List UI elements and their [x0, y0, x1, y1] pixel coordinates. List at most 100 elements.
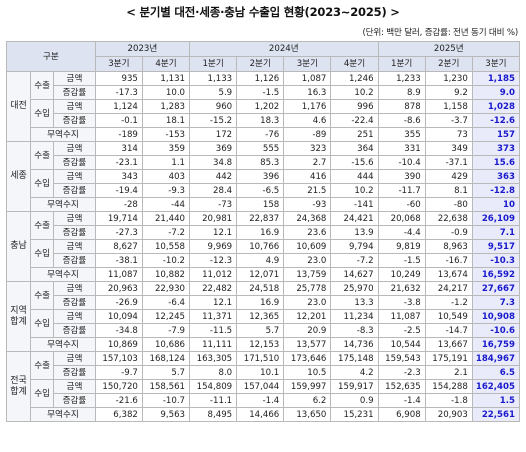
table-cell: -26.9 — [94, 295, 143, 310]
table-cell: 5.7 — [141, 365, 191, 380]
table-cell: -1.5 — [236, 85, 285, 100]
table-cell: -6.5 — [236, 183, 285, 198]
table-cell: -1.8 — [424, 393, 473, 408]
table-cell: 13,667 — [424, 337, 473, 352]
table-cell: -16.7 — [424, 253, 473, 268]
table-cell: 13,674 — [424, 267, 473, 282]
table-cell: 416 — [283, 169, 332, 184]
table-cell: -12.3 — [189, 253, 238, 268]
table-cell: 157 — [471, 127, 521, 142]
table-cell: 171,510 — [236, 351, 285, 366]
table-cell: -14.7 — [424, 323, 473, 338]
balance-label: 무역수지 — [30, 127, 96, 142]
table-cell: 4.6 — [283, 113, 332, 128]
table-cell: 7.1 — [471, 225, 521, 240]
table-cell: 1,283 — [141, 99, 191, 114]
table-cell: -12.6 — [471, 113, 521, 128]
table-row: 무역수지 6,382 9,563 8,495 14,466 13,650 15,231 6,9… — [7, 407, 521, 422]
trade-table: 구분 2023년 2024년 2025년 3분기 4분기 1분기 2분기 3분기 4분기 1… — [5, 41, 521, 422]
table-cell: -21.6 — [94, 393, 143, 408]
table-cell: 9,563 — [141, 407, 191, 422]
table-cell: -89 — [283, 127, 332, 142]
table-cell: 555 — [236, 141, 285, 156]
quarter-header: 2분기 — [424, 56, 473, 72]
table-cell: -7.9 — [141, 323, 191, 338]
table-cell: 1.5 — [471, 393, 521, 408]
table-row: 증감률 -21.6 -10.7 -11.1 -1.4 6.2 0.9 -1.4 -1.8 1.5 — [7, 393, 521, 408]
table-cell: 14,627 — [330, 267, 379, 282]
table-row: 증감률 -26.9 -6.4 12.1 16.9 23.0 13.3 -3.8 -1.2 7.3 — [7, 295, 521, 310]
table-cell: -0.1 — [94, 113, 143, 128]
table-cell: -153 — [141, 127, 191, 142]
table-cell: -10.6 — [471, 323, 521, 338]
table-cell: 163,305 — [189, 351, 238, 366]
table-cell: -60 — [377, 197, 426, 212]
table-row: 대전 수출 금액 935 1,131 1,133 1,126 1,087 1,246 1,233 1… — [5, 71, 521, 142]
table-cell: -141 — [330, 197, 379, 212]
amount-label: 금액 — [53, 379, 96, 394]
table-cell: 10,544 — [377, 337, 426, 352]
table-cell: 8.0 — [189, 365, 238, 380]
table-cell: -22.4 — [330, 113, 379, 128]
table-cell: -11.7 — [377, 183, 426, 198]
table-cell: 20,981 — [189, 211, 238, 226]
table-cell: 10,766 — [236, 239, 285, 254]
table-cell: -7.2 — [141, 225, 191, 240]
table-cell: 25,970 — [330, 281, 379, 296]
quarter-header: 4분기 — [330, 56, 379, 72]
table-cell: 960 — [189, 99, 238, 114]
table-cell: -19.4 — [94, 183, 143, 198]
change-label: 증감률 — [53, 85, 96, 100]
table-cell: -73 — [189, 197, 238, 212]
table-cell: 21,440 — [141, 211, 191, 226]
table-cell: 12,071 — [236, 267, 285, 282]
table-cell: 4.2 — [330, 365, 379, 380]
table-cell: 1,028 — [471, 99, 521, 114]
table-cell: 12,365 — [236, 309, 285, 324]
table-cell: 34.8 — [189, 155, 238, 170]
table-cell: 9,969 — [189, 239, 238, 254]
table-cell: -3.8 — [377, 295, 426, 310]
import-group-label: 수입 — [30, 239, 55, 268]
table-cell: 442 — [189, 169, 238, 184]
table-cell: 396 — [236, 169, 285, 184]
quarter-header: 2분기 — [236, 56, 285, 72]
region-label: 지역 합계 — [5, 281, 32, 352]
balance-label: 무역수지 — [30, 267, 96, 282]
table-row: 수입 금액 150,720 158,561 154,809 157,044 159,997 1… — [7, 379, 521, 408]
page-title: < 분기별 대전·세종·충남 수출입 현황(2023~2025) > — [126, 5, 400, 19]
quarter-header: 1분기 — [377, 56, 426, 72]
table-cell: 323 — [283, 141, 332, 156]
table-cell: -28 — [94, 197, 143, 212]
table-cell: 19,714 — [94, 211, 143, 226]
table-cell: 24,518 — [236, 281, 285, 296]
table-cell: 175,148 — [330, 351, 379, 366]
table-cell: 10,094 — [94, 309, 143, 324]
table-cell: 1.1 — [141, 155, 191, 170]
table-cell: -8.3 — [330, 323, 379, 338]
header-row-years: 구분 2023년 2024년 2025년 — [6, 41, 521, 72]
table-cell: 154,288 — [424, 379, 473, 394]
table-cell: 13,577 — [283, 337, 332, 352]
table-cell: 7.3 — [471, 295, 521, 310]
table-cell: 13,759 — [283, 267, 332, 282]
table-cell: 85.3 — [236, 155, 285, 170]
table-row: 증감률 -27.3 -7.2 12.1 16.9 23.6 13.9 -4.4 -0.9 7.1 — [7, 225, 521, 240]
table-cell: 1,185 — [471, 71, 521, 86]
table-cell: 8,627 — [94, 239, 143, 254]
table-cell: 10.0 — [141, 85, 191, 100]
amount-label: 금액 — [53, 351, 96, 366]
table-cell: -1.4 — [377, 393, 426, 408]
change-label: 증감률 — [53, 183, 96, 198]
table-cell: -4.4 — [377, 225, 426, 240]
table-cell: 22,837 — [236, 211, 285, 226]
table-cell: 403 — [141, 169, 191, 184]
table-cell: 150,720 — [94, 379, 143, 394]
table-row: 지역 합계 수출 금액 20,963 22,930 22,482 24,518 25,778 2… — [5, 281, 521, 352]
export-group-label: 수출 — [30, 211, 55, 240]
quarter-header: 3분기 — [283, 56, 332, 72]
table-cell: 11,234 — [330, 309, 379, 324]
table-cell: 996 — [330, 99, 379, 114]
export-group-label: 수출 — [30, 141, 55, 170]
table-cell: 1,233 — [377, 71, 426, 86]
